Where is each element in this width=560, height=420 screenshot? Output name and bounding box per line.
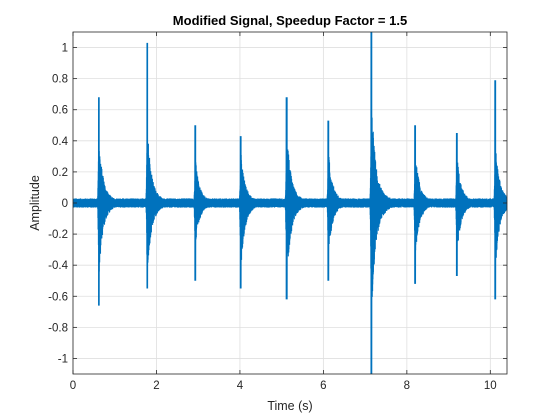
y-tick-label: -0.8 [48, 322, 68, 334]
x-tick-label: 4 [237, 380, 244, 392]
signal-series-line [73, 32, 507, 374]
x-tick-label: 0 [70, 380, 76, 392]
y-axis-label: Amplitude [28, 175, 42, 231]
y-axis-ticks: -1 -0.8 -0.6 -0.4 -0.2 0 0.2 0.4 0.6 0.8 1 [48, 43, 507, 365]
x-axis-label: Time (s) [267, 399, 312, 413]
x-axis-ticks: 0 2 4 6 8 10 [70, 32, 497, 392]
y-tick-label: 1 [62, 43, 68, 55]
y-tick-label: -0.6 [48, 291, 68, 303]
y-tick-label: 0.2 [52, 167, 68, 179]
y-tick-label: -1 [58, 353, 68, 365]
y-tick-label: -0.4 [48, 260, 68, 272]
x-tick-label: 6 [320, 380, 326, 392]
y-tick-label: 0.4 [52, 136, 69, 148]
y-tick-label: -0.2 [48, 229, 68, 241]
y-tick-label: 0 [62, 198, 68, 210]
chart-title: Modified Signal, Speedup Factor = 1.5 [173, 13, 407, 28]
x-tick-label: 10 [484, 380, 497, 392]
y-tick-label: 0.8 [52, 74, 68, 86]
x-tick-label: 2 [153, 380, 159, 392]
x-tick-label: 8 [404, 380, 410, 392]
y-tick-label: 0.6 [52, 105, 68, 117]
